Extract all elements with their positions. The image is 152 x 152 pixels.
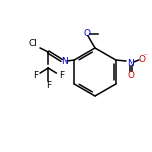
Text: O: O xyxy=(138,55,145,64)
Text: F: F xyxy=(46,81,51,90)
Text: N: N xyxy=(61,57,68,67)
Text: F: F xyxy=(59,71,64,81)
Text: N: N xyxy=(127,59,134,67)
Text: ⁻: ⁻ xyxy=(144,52,148,60)
Text: O: O xyxy=(83,29,90,38)
Text: Cl: Cl xyxy=(29,38,38,47)
Text: O: O xyxy=(127,71,134,79)
Text: F: F xyxy=(33,71,38,81)
